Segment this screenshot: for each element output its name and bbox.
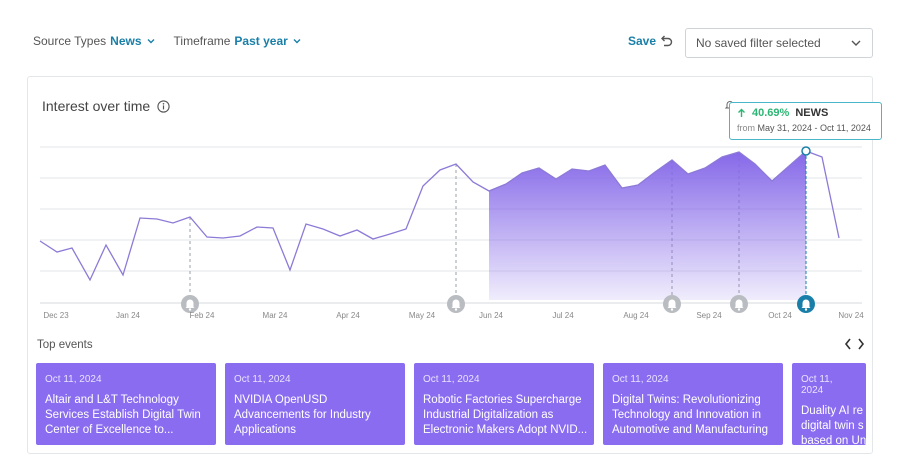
saved-filter-select[interactable]: No saved filter selected <box>685 28 873 58</box>
x-tick-label: Oct 24 <box>768 311 792 320</box>
tooltip-from-label: from <box>737 123 755 133</box>
card-title: Interest over time <box>42 98 170 114</box>
source-types-label: Source Types <box>33 34 107 48</box>
tooltip-change: 40.69% <box>752 107 790 119</box>
x-tick-label: Jan 24 <box>116 311 141 320</box>
chevron-left-icon[interactable] <box>842 336 854 352</box>
timeframe-value: Past year <box>234 34 288 48</box>
event-card[interactable]: Oct 11, 2024 NVIDIA OpenUSD Advancements… <box>225 363 405 445</box>
x-tick-label: Apr 24 <box>336 311 360 320</box>
event-date: Oct 11, 2024 <box>423 374 480 385</box>
x-tick-label: May 24 <box>409 311 436 320</box>
x-tick-label: Aug 24 <box>623 311 649 320</box>
source-types-value: News <box>110 34 142 48</box>
event-card[interactable]: Oct 11, 2024 Digital Twins: Revolutioniz… <box>603 363 783 445</box>
filter-bar: Source Types News Timeframe Past year <box>33 34 302 48</box>
bell-marker-icon[interactable] <box>730 295 748 313</box>
event-title: Digital Twins: Revolutionizing Technolog… <box>612 394 768 436</box>
info-icon[interactable] <box>157 99 170 113</box>
x-tick-label: Jul 24 <box>552 311 574 320</box>
event-title: Altair and L&T Technology Services Estab… <box>45 394 201 436</box>
x-tick-label: Jun 24 <box>479 311 504 320</box>
card-title-text: Interest over time <box>42 98 151 114</box>
event-date: Oct 11, 2024 <box>45 374 102 385</box>
bell-marker-icon[interactable] <box>663 295 681 313</box>
highlight-area <box>489 151 806 300</box>
bell-marker-icon[interactable] <box>447 295 465 313</box>
chevron-down-icon <box>147 39 155 44</box>
event-card[interactable]: Oct 11, 2024 Altair and L&T Technology S… <box>36 363 216 445</box>
source-types-filter[interactable]: Source Types News <box>33 34 156 48</box>
event-date: Oct 11, 2024 <box>612 374 669 385</box>
tooltip-source: NEWS <box>795 107 829 119</box>
event-date: Oct 11, 2024 <box>801 374 833 396</box>
save-button[interactable]: Save <box>628 34 657 48</box>
hover-point <box>801 146 811 156</box>
tooltip-range: May 31, 2024 - Oct 11, 2024 <box>757 123 871 133</box>
undo-icon[interactable] <box>658 33 674 49</box>
x-tick-label: Nov 24 <box>838 311 864 320</box>
chevron-right-icon[interactable] <box>855 336 867 352</box>
bell-marker-icon[interactable] <box>181 295 199 313</box>
chart-tooltip: 40.69% NEWS from May 31, 2024 - Oct 11, … <box>729 102 882 140</box>
event-title: Duality AI re digital twin s based on Un <box>801 405 866 445</box>
saved-filter-value: No saved filter selected <box>696 36 821 50</box>
top-events-label: Top events <box>37 339 93 351</box>
event-card[interactable]: Oct 11, 2024 Duality AI re digital twin … <box>792 363 866 445</box>
event-card[interactable]: Oct 11, 2024 Robotic Factories Superchar… <box>414 363 594 445</box>
event-title: NVIDIA OpenUSD Advancements for Industry… <box>234 394 371 436</box>
chevron-down-icon <box>851 40 861 46</box>
chevron-down-icon <box>293 39 301 44</box>
event-title: Robotic Factories Supercharge Industrial… <box>423 394 588 436</box>
x-tick-label: Feb 24 <box>190 311 215 320</box>
bell-marker-icon[interactable] <box>797 295 815 313</box>
event-date: Oct 11, 2024 <box>234 374 291 385</box>
arrow-up-icon <box>738 108 745 117</box>
x-tick-label: Dec 23 <box>43 311 69 320</box>
timeframe-filter[interactable]: Timeframe Past year <box>174 34 302 48</box>
x-tick-label: Sep 24 <box>696 311 722 320</box>
interest-series-line <box>39 150 840 282</box>
x-tick-label: Mar 24 <box>263 311 288 320</box>
timeframe-label: Timeframe <box>173 34 231 48</box>
